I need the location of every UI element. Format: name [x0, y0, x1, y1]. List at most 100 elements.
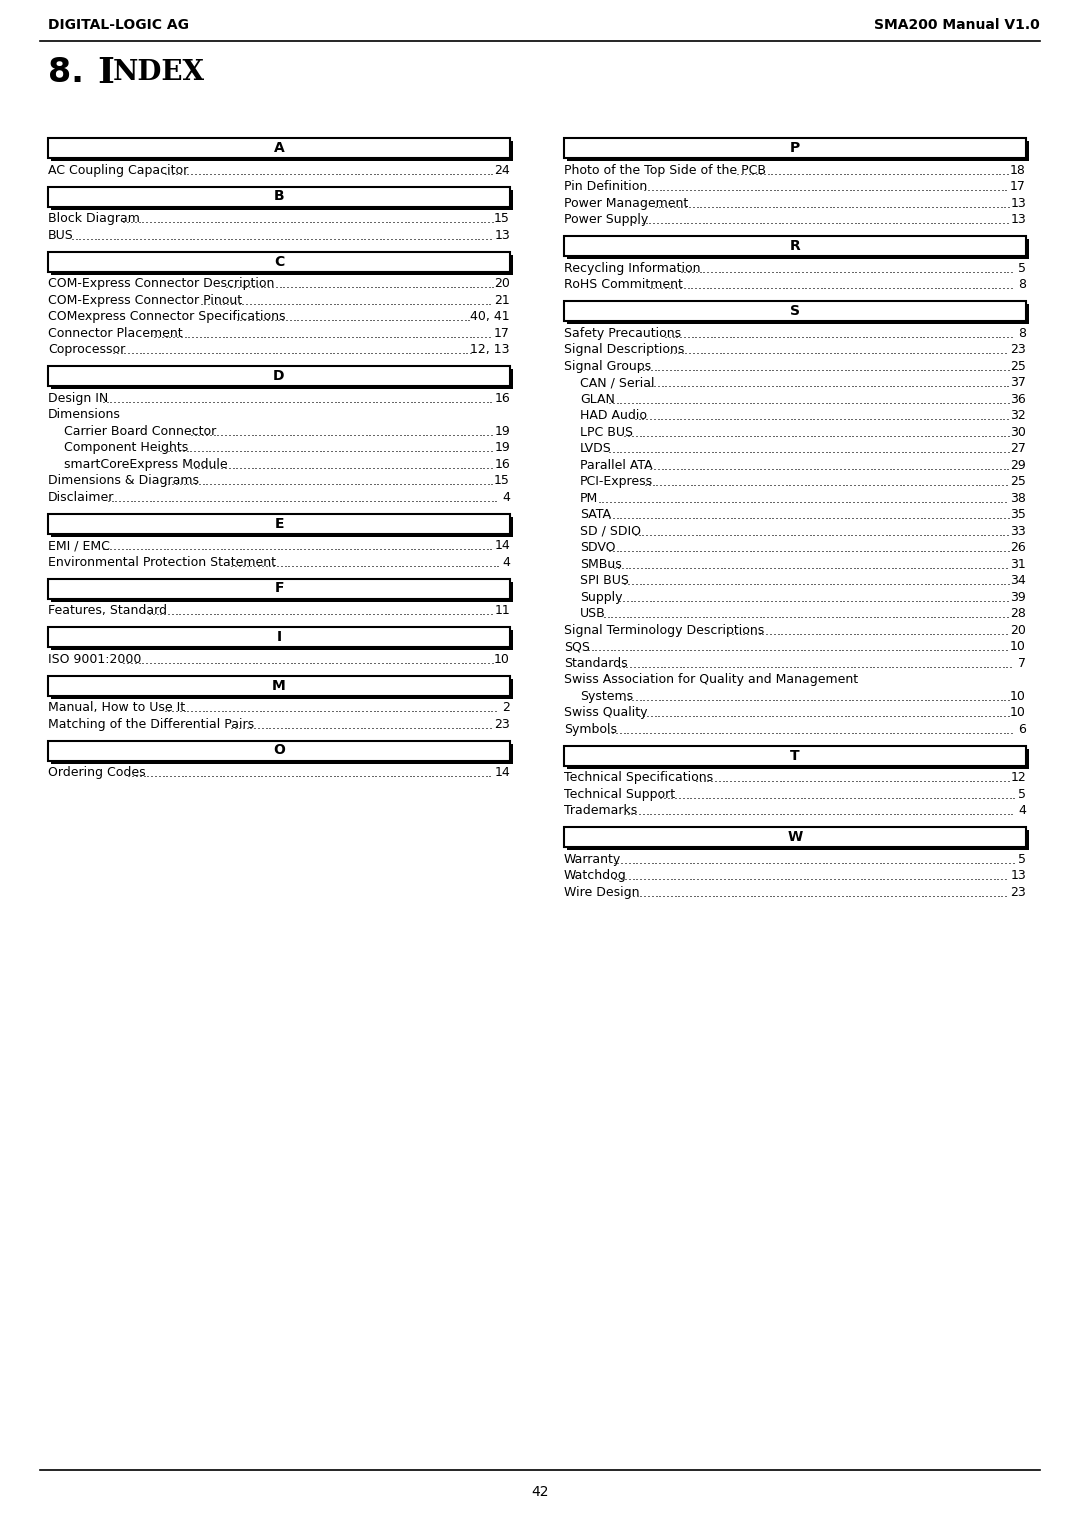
- Text: .: .: [769, 642, 773, 654]
- Text: .: .: [345, 718, 348, 732]
- Text: .: .: [242, 393, 246, 406]
- Text: .: .: [421, 605, 426, 619]
- Text: .: .: [669, 542, 673, 555]
- Text: .: .: [988, 575, 991, 588]
- Text: .: .: [621, 657, 625, 671]
- Text: .: .: [800, 327, 805, 341]
- Text: .: .: [275, 344, 279, 358]
- Text: .: .: [974, 625, 977, 637]
- Text: .: .: [215, 295, 218, 307]
- Text: .: .: [711, 854, 715, 866]
- Text: .: .: [744, 509, 748, 523]
- Text: .: .: [986, 214, 990, 228]
- Text: .: .: [481, 767, 485, 781]
- Text: .: .: [239, 605, 243, 619]
- Text: .: .: [457, 327, 461, 341]
- Text: .: .: [717, 377, 721, 390]
- Text: .: .: [758, 477, 761, 489]
- Text: .: .: [484, 295, 488, 307]
- Text: .: .: [777, 559, 780, 571]
- Text: .: .: [701, 608, 705, 622]
- Text: .: .: [451, 393, 455, 406]
- Text: .: .: [345, 393, 349, 406]
- Text: .: .: [854, 197, 859, 211]
- Text: .: .: [815, 657, 819, 671]
- Text: .: .: [986, 657, 990, 671]
- Text: .: .: [948, 214, 953, 228]
- Text: .: .: [808, 214, 811, 228]
- Text: 40, 41: 40, 41: [471, 310, 510, 324]
- Text: .: .: [854, 724, 858, 736]
- Text: .: .: [659, 657, 663, 671]
- Text: .: .: [897, 871, 901, 883]
- Text: .: .: [835, 526, 839, 539]
- Text: .: .: [281, 605, 285, 619]
- Text: .: .: [910, 591, 915, 605]
- Text: .: .: [904, 707, 908, 720]
- Text: .: .: [823, 327, 827, 341]
- Text: .: .: [640, 657, 644, 671]
- Text: .: .: [231, 426, 235, 439]
- Text: .: .: [280, 393, 284, 406]
- Text: .: .: [417, 393, 421, 406]
- Text: .: .: [436, 312, 441, 324]
- Text: .: .: [929, 477, 933, 489]
- Text: .: .: [872, 182, 875, 194]
- Text: .: .: [782, 263, 786, 275]
- Text: .: .: [273, 312, 278, 324]
- Text: .: .: [483, 214, 487, 226]
- Text: .: .: [632, 492, 635, 506]
- Text: 29: 29: [1010, 458, 1026, 472]
- Text: .: .: [775, 854, 780, 866]
- Text: .: .: [649, 526, 652, 539]
- Text: .: .: [666, 642, 671, 654]
- Text: .: .: [984, 443, 988, 457]
- Text: .: .: [734, 642, 739, 654]
- Text: .: .: [789, 361, 794, 374]
- Text: .: .: [716, 608, 720, 622]
- Text: .: .: [922, 460, 927, 472]
- Text: .: .: [617, 492, 620, 506]
- Text: .: .: [975, 591, 980, 605]
- Text: .: .: [276, 426, 281, 439]
- Text: .: .: [949, 542, 954, 555]
- Text: .: .: [213, 605, 216, 619]
- Text: .: .: [675, 377, 679, 390]
- Text: .: .: [461, 344, 465, 358]
- Text: .: .: [409, 541, 414, 553]
- Text: .: .: [900, 327, 903, 341]
- Text: .: .: [669, 197, 673, 211]
- Text: .: .: [880, 327, 885, 341]
- Text: .: .: [872, 477, 876, 489]
- Text: .: .: [306, 767, 310, 781]
- Text: .: .: [110, 492, 114, 504]
- Text: .: .: [743, 410, 747, 423]
- Text: .: .: [332, 278, 336, 292]
- Text: .: .: [291, 295, 295, 307]
- Text: .: .: [934, 772, 939, 785]
- Text: .: .: [990, 724, 995, 736]
- Text: .: .: [676, 426, 680, 440]
- Text: .: .: [176, 327, 179, 341]
- Text: .: .: [393, 229, 397, 243]
- Text: .: .: [864, 657, 868, 671]
- Text: .: .: [841, 657, 846, 671]
- Text: .: .: [995, 542, 999, 555]
- Text: .: .: [669, 443, 673, 457]
- Text: .: .: [972, 263, 975, 275]
- Text: .: .: [482, 442, 486, 455]
- Text: .: .: [895, 280, 900, 292]
- Text: .: .: [932, 477, 936, 489]
- Text: .: .: [328, 295, 333, 307]
- Text: .: .: [885, 443, 889, 457]
- Text: .: .: [853, 591, 858, 605]
- Text: .: .: [654, 854, 658, 866]
- Text: .: .: [211, 229, 215, 243]
- Text: .: .: [235, 426, 239, 439]
- Bar: [564, 827, 1026, 847]
- Text: .: .: [696, 197, 699, 211]
- Text: .: .: [324, 278, 327, 292]
- Text: .: .: [744, 197, 748, 211]
- Text: .: .: [738, 871, 742, 883]
- Text: .: .: [919, 691, 923, 704]
